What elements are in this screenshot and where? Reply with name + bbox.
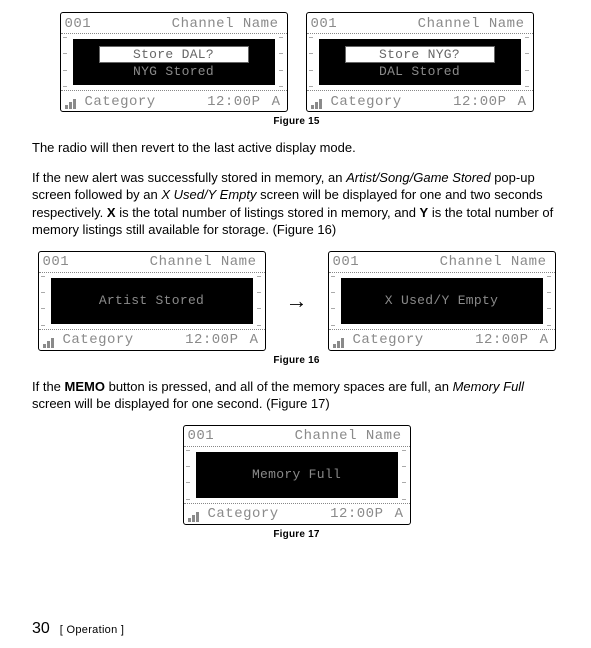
lcd-header: 001 Channel Name (61, 13, 287, 33)
lcd-popup: Store NYG? DAL Stored (319, 39, 521, 85)
signal-icon (43, 336, 61, 348)
lcd-footer: Category 12:00P A (184, 504, 410, 524)
antenna-indicator: A (529, 332, 551, 348)
bold-text: Y (420, 205, 429, 220)
lcd-header: 001 Channel Name (39, 252, 265, 272)
page-footer: 30 [ Operation ] (32, 620, 124, 638)
lcd-screen-fig15-left: 001 Channel Name Store DAL? NYG Stored C… (60, 12, 288, 112)
lcd-screen-fig16-left: 001 Channel Name Artist Stored Category … (38, 251, 266, 351)
italic-text: Artist/Song/Game Stored (346, 170, 491, 185)
channel-name: Channel Name (226, 428, 406, 444)
category-label: Category (83, 94, 195, 110)
figure-17-row: 001 Channel Name Memory Full Category 12… (32, 425, 561, 525)
store-prompt: Store NYG? (345, 46, 495, 63)
store-status: NYG Stored (133, 64, 214, 79)
lcd-body: Store DAL? NYG Stored (61, 33, 287, 91)
lcd-body: Artist Stored (39, 272, 265, 330)
text: If the new alert was successfully stored… (32, 170, 346, 185)
lcd-body: Store NYG? DAL Stored (307, 33, 533, 91)
clock: 12:00P (441, 94, 507, 110)
lcd-header: 001 Channel Name (329, 252, 555, 272)
lcd-footer: Category 12:00P A (39, 330, 265, 350)
figure-16-row: 001 Channel Name Artist Stored Category … (32, 251, 561, 351)
text: If the (32, 379, 65, 394)
italic-text: Memory Full (453, 379, 525, 394)
signal-icon (188, 510, 206, 522)
italic-text: X Used/Y Empty (161, 187, 256, 202)
antenna-indicator: A (384, 506, 406, 522)
channel-number: 001 (65, 16, 103, 32)
lcd-header: 001 Channel Name (184, 426, 410, 446)
text: button is pressed, and all of the memory… (105, 379, 453, 394)
text: screen will be displayed for one second.… (32, 396, 330, 411)
figure-16-caption: Figure 16 (32, 355, 561, 366)
figure-15-row: 001 Channel Name Store DAL? NYG Stored C… (32, 12, 561, 112)
popup-message: Artist Stored (99, 293, 204, 308)
figure-15-caption: Figure 15 (32, 116, 561, 127)
bold-text: X (107, 205, 116, 220)
lcd-header: 001 Channel Name (307, 13, 533, 33)
category-label: Category (351, 332, 463, 348)
category-label: Category (206, 506, 318, 522)
lcd-body: X Used/Y Empty (329, 272, 555, 330)
channel-number: 001 (333, 254, 371, 270)
lcd-footer: Category 12:00P A (329, 330, 555, 350)
clock: 12:00P (463, 332, 529, 348)
lcd-popup: Artist Stored (51, 278, 253, 324)
channel-number: 001 (43, 254, 81, 270)
lcd-body: Memory Full (184, 446, 410, 504)
bold-text: MEMO (65, 379, 105, 394)
signal-icon (333, 336, 351, 348)
category-label: Category (61, 332, 173, 348)
antenna-indicator: A (239, 332, 261, 348)
signal-icon (311, 97, 329, 109)
channel-name: Channel Name (103, 16, 283, 32)
figure-17-caption: Figure 17 (32, 529, 561, 540)
antenna-indicator: A (261, 94, 283, 110)
section-label: [ Operation ] (60, 624, 124, 636)
store-prompt: Store DAL? (99, 46, 249, 63)
lcd-screen-fig15-right: 001 Channel Name Store NYG? DAL Stored C… (306, 12, 534, 112)
lcd-popup: X Used/Y Empty (341, 278, 543, 324)
lcd-popup: Store DAL? NYG Stored (73, 39, 275, 85)
lcd-screen-fig16-right: 001 Channel Name X Used/Y Empty Category… (328, 251, 556, 351)
store-status: DAL Stored (379, 64, 460, 79)
lcd-footer: Category 12:00P A (307, 91, 533, 111)
popup-message: Memory Full (252, 467, 341, 482)
lcd-screen-fig17: 001 Channel Name Memory Full Category 12… (183, 425, 411, 525)
paragraph-revert: The radio will then revert to the last a… (32, 139, 561, 157)
channel-name: Channel Name (349, 16, 529, 32)
lcd-popup: Memory Full (196, 452, 398, 498)
channel-number: 001 (188, 428, 226, 444)
clock: 12:00P (195, 94, 261, 110)
page-number: 30 (32, 620, 50, 638)
clock: 12:00P (318, 506, 384, 522)
channel-name: Channel Name (81, 254, 261, 270)
paragraph-stored: If the new alert was successfully stored… (32, 169, 561, 239)
paragraph-memo: If the MEMO button is pressed, and all o… (32, 378, 561, 413)
arrow-icon: → (286, 288, 308, 314)
text: is the total number of listings stored i… (116, 205, 420, 220)
clock: 12:00P (173, 332, 239, 348)
category-label: Category (329, 94, 441, 110)
lcd-footer: Category 12:00P A (61, 91, 287, 111)
channel-number: 001 (311, 16, 349, 32)
signal-icon (65, 97, 83, 109)
antenna-indicator: A (507, 94, 529, 110)
popup-message: X Used/Y Empty (385, 293, 498, 308)
channel-name: Channel Name (371, 254, 551, 270)
